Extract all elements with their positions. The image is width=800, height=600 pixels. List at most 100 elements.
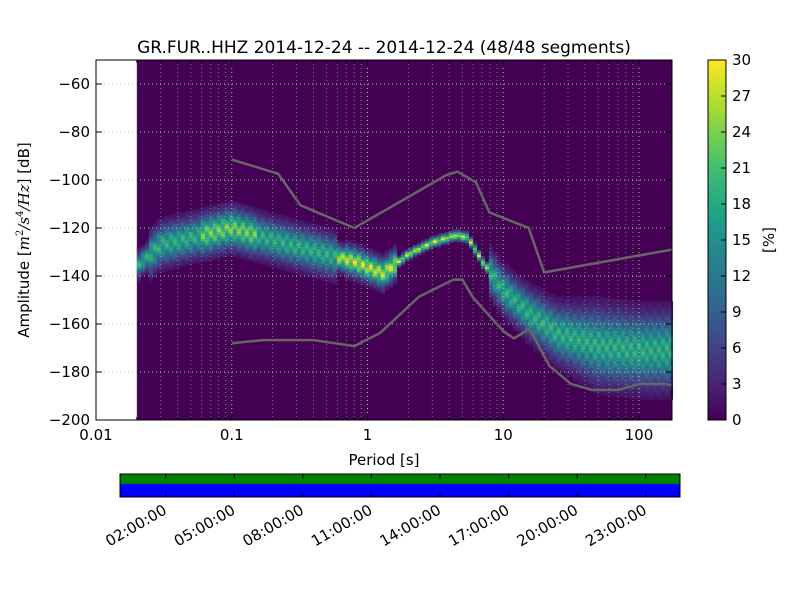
psd-cell (396, 262, 402, 266)
psd-cell (276, 254, 282, 258)
psd-cell (488, 269, 494, 273)
psd-cell (180, 228, 186, 232)
psd-cell (508, 300, 514, 304)
psd-cell (664, 351, 670, 355)
psd-cell (604, 393, 610, 396)
psd-cell (560, 362, 566, 366)
psd-cell (580, 318, 586, 321)
psd-cell (224, 213, 230, 217)
psd-cell (580, 347, 586, 350)
psd-cell (516, 322, 522, 326)
psd-cell (600, 325, 606, 329)
psd-cell (608, 355, 614, 358)
psd-cell (172, 252, 178, 255)
psd-cell (320, 273, 326, 277)
psd-cell (380, 277, 386, 280)
psd-cell (556, 318, 562, 321)
psd-cell (508, 322, 514, 325)
psd-cell (500, 274, 506, 277)
psd-cell (260, 226, 266, 229)
psd-cell (632, 324, 638, 328)
psd-cell (652, 332, 658, 335)
psd-cell (476, 257, 482, 260)
psd-cell (280, 258, 286, 261)
psd-cell (292, 230, 298, 233)
psd-cell (668, 315, 674, 319)
psd-cell (596, 308, 602, 311)
psd-cell (356, 257, 362, 260)
psd-cell (644, 370, 650, 374)
psd-cell (644, 361, 650, 364)
psd-cell (656, 375, 662, 379)
psd-cell (184, 235, 190, 238)
psd-cell (364, 260, 370, 264)
psd-cell (668, 320, 674, 323)
psd-cell (568, 333, 574, 337)
psd-cell (276, 228, 282, 231)
colorbar-tick-label: 12 (732, 267, 751, 285)
psd-cell (632, 310, 638, 313)
psd-cell (372, 269, 378, 272)
psd-cell (556, 311, 562, 314)
psd-cell (592, 343, 598, 346)
psd-cell (476, 259, 482, 263)
psd-cell (580, 359, 586, 362)
psd-cell (232, 201, 238, 204)
psd-cell (456, 232, 462, 235)
psd-cell (220, 212, 226, 215)
psd-cell (516, 286, 522, 290)
psd-cell (556, 342, 562, 345)
psd-cell (636, 368, 642, 371)
psd-cell (260, 238, 266, 241)
psd-cell (576, 353, 582, 356)
psd-cell (608, 381, 614, 385)
psd-cell (364, 265, 370, 269)
psd-cell (512, 278, 518, 281)
psd-cell (240, 215, 246, 219)
psd-cell (192, 218, 198, 222)
psd-cell (628, 324, 634, 327)
psd-cell (172, 249, 178, 253)
psd-cell (604, 307, 610, 310)
psd-cell (520, 297, 526, 300)
psd-cell (304, 255, 310, 258)
psd-cell (200, 257, 206, 261)
psd-cell (596, 356, 602, 359)
psd-cell (588, 327, 594, 331)
psd-cell (664, 368, 670, 371)
psd-cell (368, 279, 374, 282)
psd-cell (244, 226, 250, 229)
psd-cell (160, 255, 166, 258)
psd-cell (320, 240, 326, 243)
psd-cell (640, 356, 646, 359)
psd-cell (636, 361, 642, 364)
psd-cell (244, 236, 250, 239)
psd-cell (504, 275, 510, 279)
psd-cell (504, 273, 510, 276)
psd-cell (276, 233, 282, 236)
psd-cell (196, 213, 202, 216)
psd-cell (332, 238, 338, 242)
psd-cell (240, 239, 246, 243)
psd-cell (288, 236, 294, 239)
psd-cell (600, 320, 606, 324)
psd-cell (368, 262, 374, 266)
psd-cell (248, 249, 254, 252)
psd-cell (280, 267, 286, 271)
psd-cell (592, 305, 598, 308)
psd-cell (556, 340, 562, 343)
psd-cell (400, 250, 406, 253)
psd-cell (388, 276, 394, 279)
psd-cell (280, 260, 286, 264)
psd-cell (252, 238, 258, 241)
psd-cell (656, 387, 662, 391)
psd-cell (180, 255, 186, 258)
psd-cell (340, 267, 346, 270)
psd-cell (656, 313, 662, 316)
psd-cell (276, 252, 282, 255)
psd-cell (540, 324, 546, 327)
psd-cell (652, 342, 658, 345)
psd-cell (548, 349, 554, 352)
psd-cell (308, 234, 314, 238)
psd-cell (576, 372, 582, 375)
